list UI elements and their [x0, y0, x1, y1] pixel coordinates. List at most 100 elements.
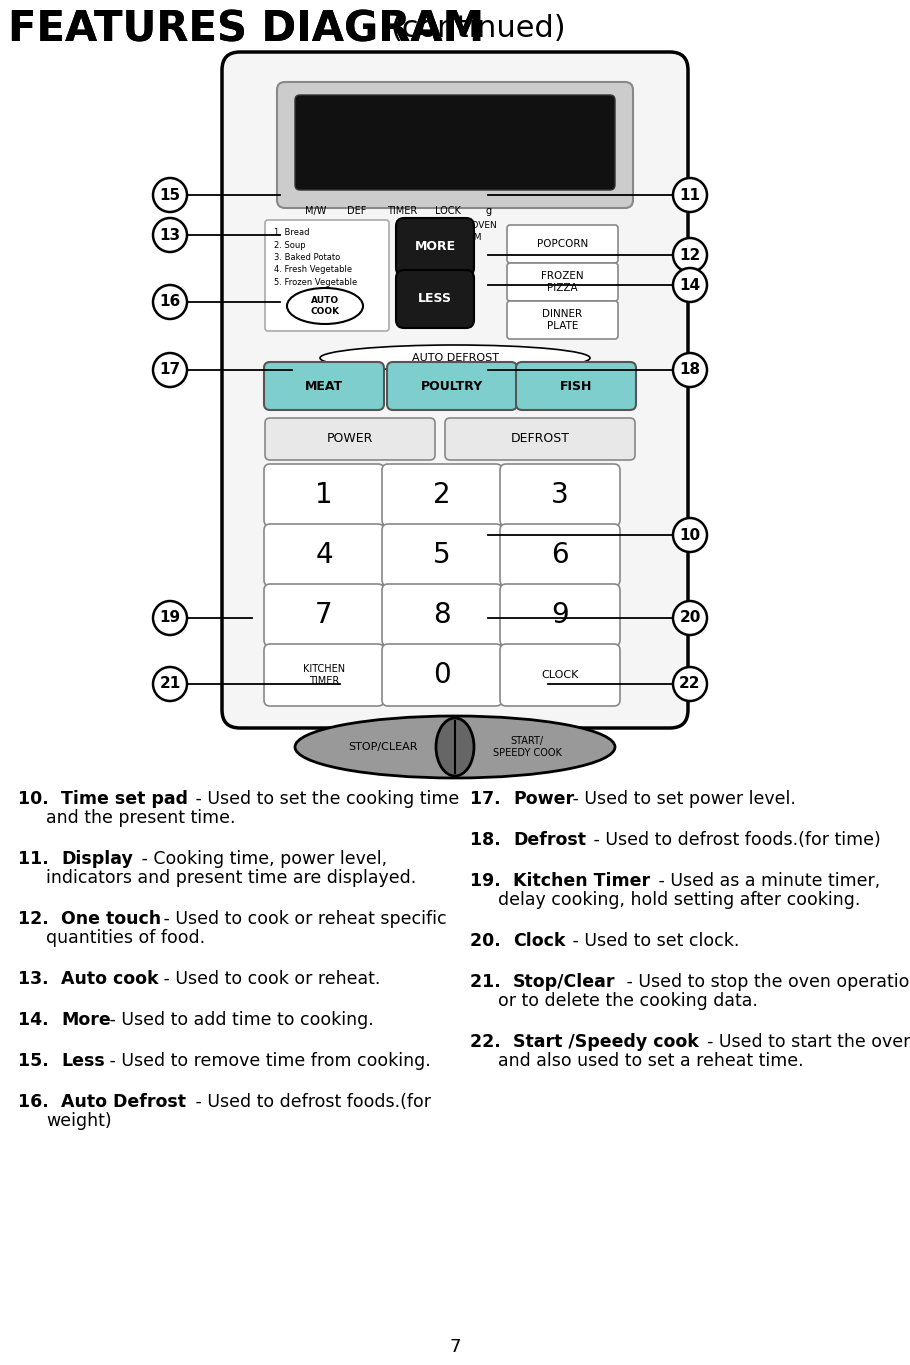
Text: indicators and present time are displayed.: indicators and present time are displaye…: [46, 870, 416, 887]
Text: AUTO
COOK: AUTO COOK: [310, 296, 339, 315]
Text: Time set pad: Time set pad: [61, 790, 188, 808]
Circle shape: [673, 238, 707, 272]
Text: MEAT: MEAT: [305, 379, 343, 393]
Text: 17.: 17.: [470, 790, 507, 808]
FancyBboxPatch shape: [264, 584, 384, 646]
Text: POULTRY: POULTRY: [420, 379, 483, 393]
Text: 20.: 20.: [470, 932, 507, 950]
Text: MICROWAVE OVEN: MICROWAVE OVEN: [413, 221, 497, 229]
Circle shape: [673, 517, 707, 551]
Text: START/
SPEEDY COOK: START/ SPEEDY COOK: [492, 736, 561, 758]
Text: Kitchen Timer: Kitchen Timer: [513, 872, 650, 890]
Text: Start /Speedy cook: Start /Speedy cook: [513, 1033, 699, 1051]
Text: CLOCK: CLOCK: [541, 670, 579, 680]
Text: - Used as a minute timer,: - Used as a minute timer,: [653, 872, 880, 890]
Text: - Used to stop the oven operation: - Used to stop the oven operation: [621, 973, 910, 991]
Text: 13.: 13.: [18, 971, 55, 988]
FancyBboxPatch shape: [396, 270, 474, 328]
Text: FISH: FISH: [560, 379, 592, 393]
FancyBboxPatch shape: [264, 464, 384, 526]
Text: 18: 18: [680, 363, 701, 378]
Text: MORE: MORE: [414, 240, 456, 254]
Text: 8: 8: [433, 601, 450, 629]
Text: 14.: 14.: [18, 1011, 55, 1029]
Text: One touch: One touch: [61, 910, 161, 928]
Text: weight): weight): [46, 1112, 112, 1130]
Text: M/W: M/W: [305, 206, 327, 216]
Text: 19: 19: [159, 610, 180, 625]
Circle shape: [673, 268, 707, 302]
Text: 2: 2: [433, 480, 450, 509]
Text: 12: 12: [680, 247, 701, 262]
FancyBboxPatch shape: [382, 524, 502, 586]
Text: Clock: Clock: [513, 932, 565, 950]
Text: 12.: 12.: [18, 910, 55, 928]
Text: Display: Display: [61, 850, 133, 868]
Circle shape: [673, 354, 707, 388]
FancyBboxPatch shape: [264, 644, 384, 706]
Text: 11.: 11.: [18, 850, 55, 868]
Circle shape: [673, 177, 707, 212]
Text: 0: 0: [433, 661, 450, 689]
Text: 15: 15: [159, 187, 180, 202]
Text: LESS: LESS: [418, 292, 452, 306]
Text: LOCK: LOCK: [435, 206, 460, 216]
Text: POWER: POWER: [327, 433, 373, 445]
Text: 19.: 19.: [470, 872, 507, 890]
Text: Stop/Clear: Stop/Clear: [513, 973, 615, 991]
Text: STOP/CLEAR: STOP/CLEAR: [349, 743, 418, 752]
Text: delay cooking, hold setting after cooking.: delay cooking, hold setting after cookin…: [498, 891, 860, 909]
Text: 11: 11: [680, 187, 701, 202]
FancyBboxPatch shape: [265, 220, 389, 330]
Text: 15.: 15.: [18, 1052, 55, 1070]
FancyBboxPatch shape: [500, 584, 620, 646]
Text: 9: 9: [551, 601, 569, 629]
Text: 6: 6: [551, 541, 569, 569]
Text: 20: 20: [679, 610, 701, 625]
Circle shape: [673, 667, 707, 702]
Text: 10.: 10.: [18, 790, 55, 808]
Circle shape: [153, 667, 187, 702]
Ellipse shape: [295, 717, 615, 778]
FancyBboxPatch shape: [500, 524, 620, 586]
Text: Power: Power: [513, 790, 574, 808]
Text: POPCORN: POPCORN: [537, 239, 588, 248]
Text: - Used to defrost foods.(for time): - Used to defrost foods.(for time): [589, 831, 881, 849]
FancyBboxPatch shape: [222, 52, 688, 728]
Circle shape: [153, 601, 187, 635]
Text: 3: 3: [551, 480, 569, 509]
Text: DEF: DEF: [347, 206, 367, 216]
Text: (continued): (continued): [390, 14, 566, 44]
Text: 21.: 21.: [470, 973, 507, 991]
Text: - Used to start the oven: - Used to start the oven: [707, 1033, 910, 1051]
Text: 5: 5: [433, 541, 450, 569]
Text: 13: 13: [159, 228, 180, 243]
Text: - Used to cook or reheat.: - Used to cook or reheat.: [158, 971, 380, 988]
Text: 16: 16: [159, 295, 180, 310]
Text: Auto cook: Auto cook: [61, 971, 158, 988]
FancyBboxPatch shape: [264, 524, 384, 586]
Text: FEATURES DIAGRAM: FEATURES DIAGRAM: [8, 8, 484, 51]
Text: - Used to defrost foods.(for: - Used to defrost foods.(for: [190, 1093, 431, 1111]
Text: Less: Less: [61, 1052, 105, 1070]
Text: AUTO DEFROST: AUTO DEFROST: [411, 354, 499, 363]
FancyBboxPatch shape: [445, 418, 635, 460]
Text: DEFROST: DEFROST: [511, 433, 570, 445]
Text: 10: 10: [680, 527, 701, 542]
Text: 7: 7: [450, 1338, 460, 1355]
FancyBboxPatch shape: [500, 464, 620, 526]
Text: 22: 22: [679, 677, 701, 692]
FancyBboxPatch shape: [507, 263, 618, 302]
Text: and the present time.: and the present time.: [46, 809, 236, 827]
Ellipse shape: [287, 288, 363, 324]
Circle shape: [153, 354, 187, 388]
Text: - Used to remove time from cooking.: - Used to remove time from cooking.: [104, 1052, 430, 1070]
Text: Defrost: Defrost: [513, 831, 586, 849]
Text: FEATURES DIAGRAM: FEATURES DIAGRAM: [8, 8, 484, 51]
Text: 21: 21: [159, 677, 180, 692]
FancyBboxPatch shape: [500, 644, 620, 706]
Text: 4: 4: [315, 541, 333, 569]
Text: - Used to set power level.: - Used to set power level.: [567, 790, 795, 808]
Text: 1. Bread
2. Soup
3. Baked Potato
4. Fresh Vegetable
5. Frozen Vegetable: 1. Bread 2. Soup 3. Baked Potato 4. Fres…: [274, 228, 358, 287]
FancyBboxPatch shape: [382, 584, 502, 646]
